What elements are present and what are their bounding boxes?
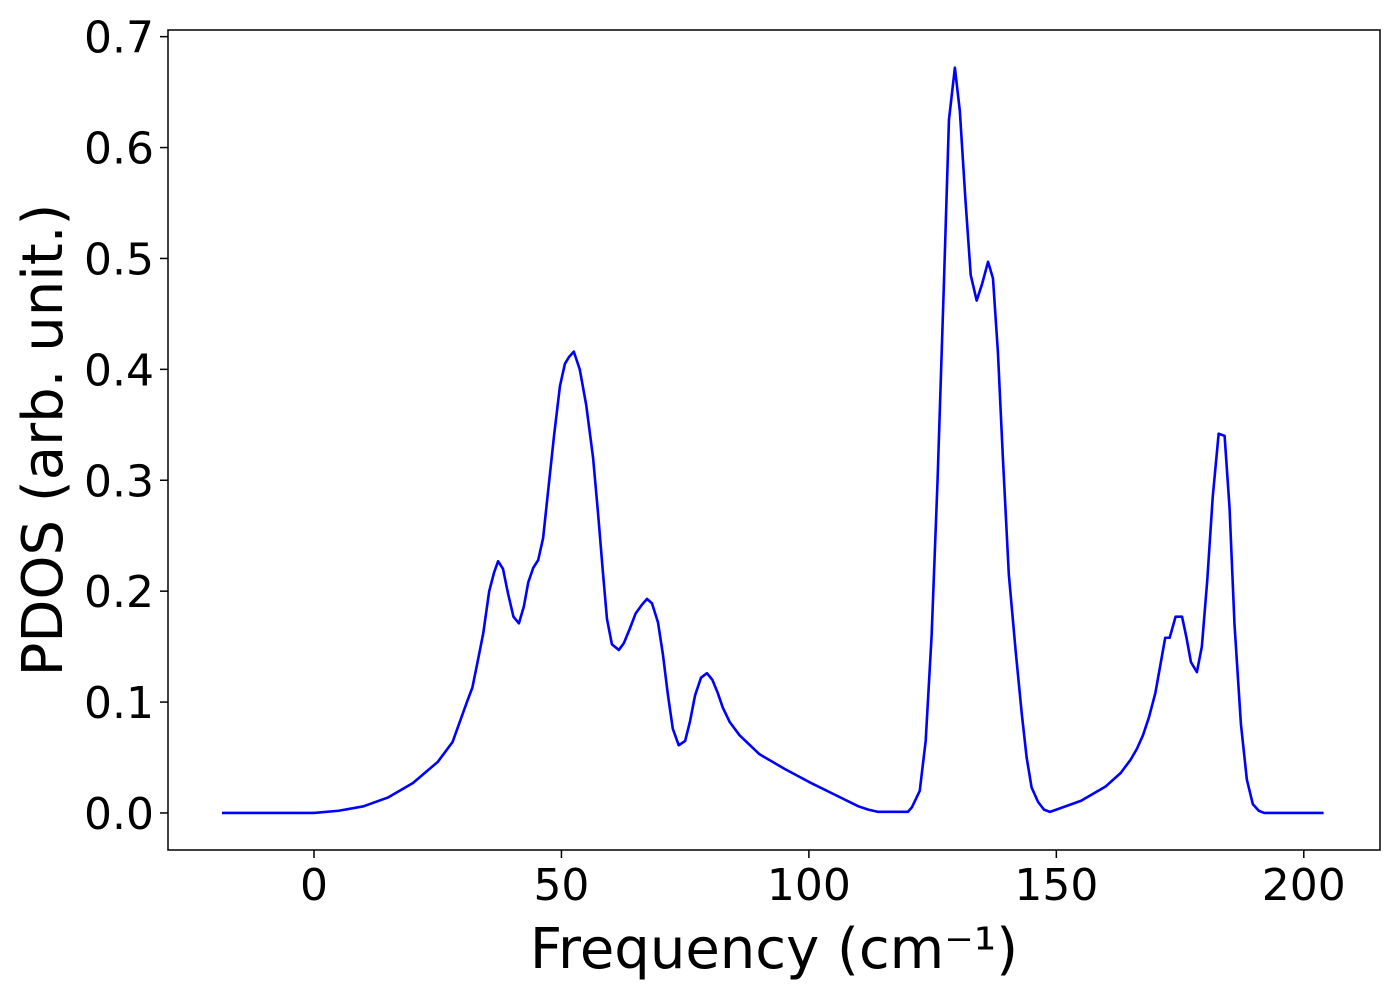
- y-tick-label: 0.3: [84, 456, 154, 507]
- y-tick-label: 0.6: [84, 124, 154, 175]
- y-tick-label: 0.5: [84, 234, 154, 285]
- y-tick-label: 0.4: [84, 345, 154, 396]
- plot-frame: [167, 29, 1381, 851]
- y-tick-label: 0.2: [84, 567, 154, 618]
- x-axis-label: Frequency (cm⁻¹): [530, 917, 1018, 982]
- y-tick-label: 0.1: [84, 678, 154, 729]
- y-tick-label: 0.0: [84, 789, 154, 840]
- pdos-line: [221, 66, 1324, 815]
- y-axis-label: PDOS (arb. unit.): [11, 204, 76, 677]
- x-tick-label: 50: [533, 860, 589, 911]
- y-tick-label: 0.7: [84, 13, 154, 64]
- x-tick-label: 150: [1014, 860, 1098, 911]
- x-tick-label: 100: [767, 860, 851, 911]
- x-tick-label: 200: [1262, 860, 1346, 911]
- x-tick-label: 0: [300, 860, 328, 911]
